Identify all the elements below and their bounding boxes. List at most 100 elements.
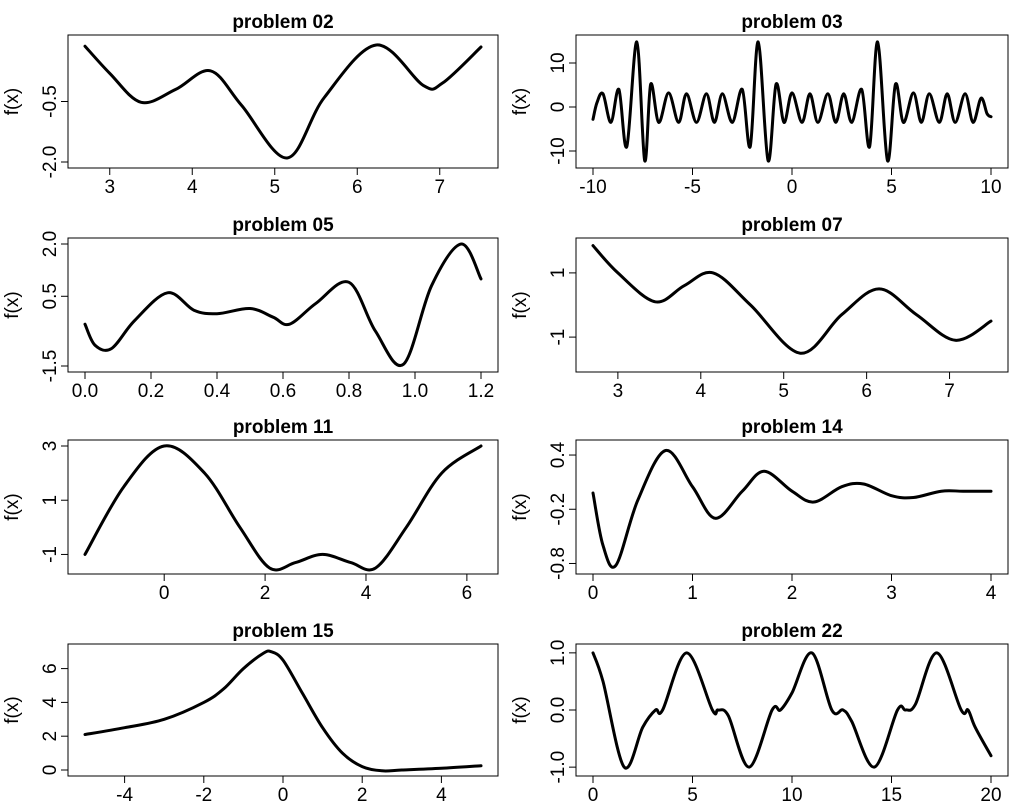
chart-panel: problem 11 f(x) 0 2 4 6 3 1 -1 xyxy=(2,417,499,604)
x-tick-label: 5 xyxy=(778,381,789,402)
y-tick-label: 6 xyxy=(40,663,61,674)
y-tick-label: -0.5 xyxy=(40,85,61,118)
x-tick-label: 1 xyxy=(687,583,698,604)
x-tick-label: 0 xyxy=(278,785,289,806)
x-tick-label: 0.2 xyxy=(138,381,164,402)
series-line xyxy=(83,444,483,572)
x-tick-label: 6 xyxy=(352,177,363,198)
y-tick-label: -1 xyxy=(548,329,569,346)
chart-title: problem 11 xyxy=(233,417,334,438)
x-tick-label: 0 xyxy=(787,177,798,198)
chart-panel: problem 02 f(x) 3 4 5 6 7 -0.5 -2.0 xyxy=(2,12,499,198)
x-tick-label: 4 xyxy=(986,583,997,604)
series-line xyxy=(591,651,993,770)
x-tick-label: 1.2 xyxy=(468,381,494,402)
y-axis-label: f(x) xyxy=(510,493,531,520)
x-tick-label: 6 xyxy=(861,381,872,402)
y-tick-label: 0 xyxy=(40,765,61,776)
x-tick-label: -2 xyxy=(195,785,212,806)
x-tick-label: 10 xyxy=(781,785,802,806)
chart-panel: problem 14 f(x) 0 1 2 3 4 0.4 -0.2 -0.8 xyxy=(510,417,1009,604)
y-tick-label: -1.5 xyxy=(40,350,61,383)
x-tick-label: 4 xyxy=(436,785,447,806)
y-tick-label: 2.0 xyxy=(40,231,61,257)
chart-title: problem 14 xyxy=(741,417,843,438)
chart-title: problem 03 xyxy=(741,12,842,33)
y-tick-label: -0.8 xyxy=(548,547,569,580)
x-tick-label: 0 xyxy=(588,785,599,806)
series-line xyxy=(83,649,483,773)
y-tick-label: 3 xyxy=(40,441,61,452)
x-tick-label: 15 xyxy=(881,785,902,806)
y-tick-label: 0.0 xyxy=(548,697,569,723)
x-tick-label: 3 xyxy=(104,177,115,198)
x-tick-label: -4 xyxy=(116,785,133,806)
x-tick-label: -10 xyxy=(579,177,606,198)
y-tick-label: 1 xyxy=(40,495,61,506)
x-tick-label: 0 xyxy=(159,583,170,604)
chart-title: problem 22 xyxy=(741,621,842,642)
series-line xyxy=(83,242,483,368)
x-tick-label: 3 xyxy=(613,381,624,402)
y-tick-label: 1.0 xyxy=(548,640,569,666)
x-tick-label: 3 xyxy=(886,583,897,604)
plot-frame xyxy=(67,643,499,777)
x-tick-label: 10 xyxy=(980,177,1001,198)
chart-panel: problem 05 f(x) 0.0 0.2 0.4 0.6 0.8 1.0 1.2 2.0 0.… xyxy=(2,215,499,402)
plot-frame xyxy=(575,439,1009,575)
x-tick-label: 7 xyxy=(944,381,955,402)
x-tick-label: 6 xyxy=(462,583,473,604)
y-tick-label: 0.5 xyxy=(40,283,61,309)
chart-panel: problem 03 f(x) -10 -5 0 5 10 10 0 -10 xyxy=(510,12,1009,198)
x-tick-label: 5 xyxy=(886,177,897,198)
plot-frame xyxy=(67,439,499,575)
x-tick-label: 0.6 xyxy=(270,381,296,402)
series-line xyxy=(83,43,483,160)
y-axis-label: f(x) xyxy=(2,88,23,115)
y-tick-label: -2.0 xyxy=(40,146,61,179)
y-tick-label: -1.0 xyxy=(548,751,569,784)
x-tick-label: -5 xyxy=(684,177,701,198)
y-axis-label: f(x) xyxy=(2,696,23,723)
y-tick-label: 2 xyxy=(40,731,61,742)
x-tick-label: 0.0 xyxy=(72,381,98,402)
x-tick-label: 4 xyxy=(696,381,707,402)
x-tick-label: 5 xyxy=(269,177,280,198)
x-tick-label: 0.8 xyxy=(336,381,362,402)
plot-frame xyxy=(67,34,499,169)
y-tick-label: 1 xyxy=(548,268,569,279)
y-axis-label: f(x) xyxy=(510,696,531,723)
series-line xyxy=(591,449,993,569)
y-axis-label: f(x) xyxy=(510,291,531,318)
x-tick-label: 20 xyxy=(980,785,1001,806)
plot-frame xyxy=(67,237,499,373)
x-tick-label: 2 xyxy=(260,583,271,604)
x-tick-label: 4 xyxy=(187,177,198,198)
chart-title: problem 07 xyxy=(741,215,842,236)
y-tick-label: -10 xyxy=(548,137,569,164)
chart-title: problem 15 xyxy=(232,621,334,642)
x-tick-label: 0.4 xyxy=(204,381,231,402)
x-tick-label: 2 xyxy=(357,785,368,806)
y-tick-label: -0.2 xyxy=(548,493,569,526)
x-tick-label: 2 xyxy=(787,583,798,604)
chart-title: problem 02 xyxy=(232,12,333,33)
chart-title: problem 05 xyxy=(232,215,334,236)
chart-panel: problem 07 f(x) 3 4 5 6 7 1 -1 xyxy=(510,215,1009,402)
y-tick-label: 0.4 xyxy=(548,441,569,468)
x-tick-label: 0 xyxy=(588,583,599,604)
x-tick-label: 1.0 xyxy=(402,381,428,402)
plot-frame xyxy=(575,237,1009,373)
x-tick-label: 7 xyxy=(434,177,445,198)
y-axis-label: f(x) xyxy=(510,88,531,115)
y-tick-label: -1 xyxy=(40,546,61,563)
y-axis-label: f(x) xyxy=(2,493,23,520)
y-axis-label: f(x) xyxy=(2,291,23,318)
series-line xyxy=(591,244,993,355)
series-line xyxy=(591,40,993,163)
x-tick-label: 4 xyxy=(361,583,372,604)
chart-panel: problem 22 f(x) 0 5 10 15 20 1.0 0.0 -1.0 xyxy=(510,621,1009,806)
y-tick-label: 10 xyxy=(548,52,569,73)
chart-panel: problem 15 f(x) -4 -2 0 2 4 0 2 4 6 xyxy=(2,621,499,806)
